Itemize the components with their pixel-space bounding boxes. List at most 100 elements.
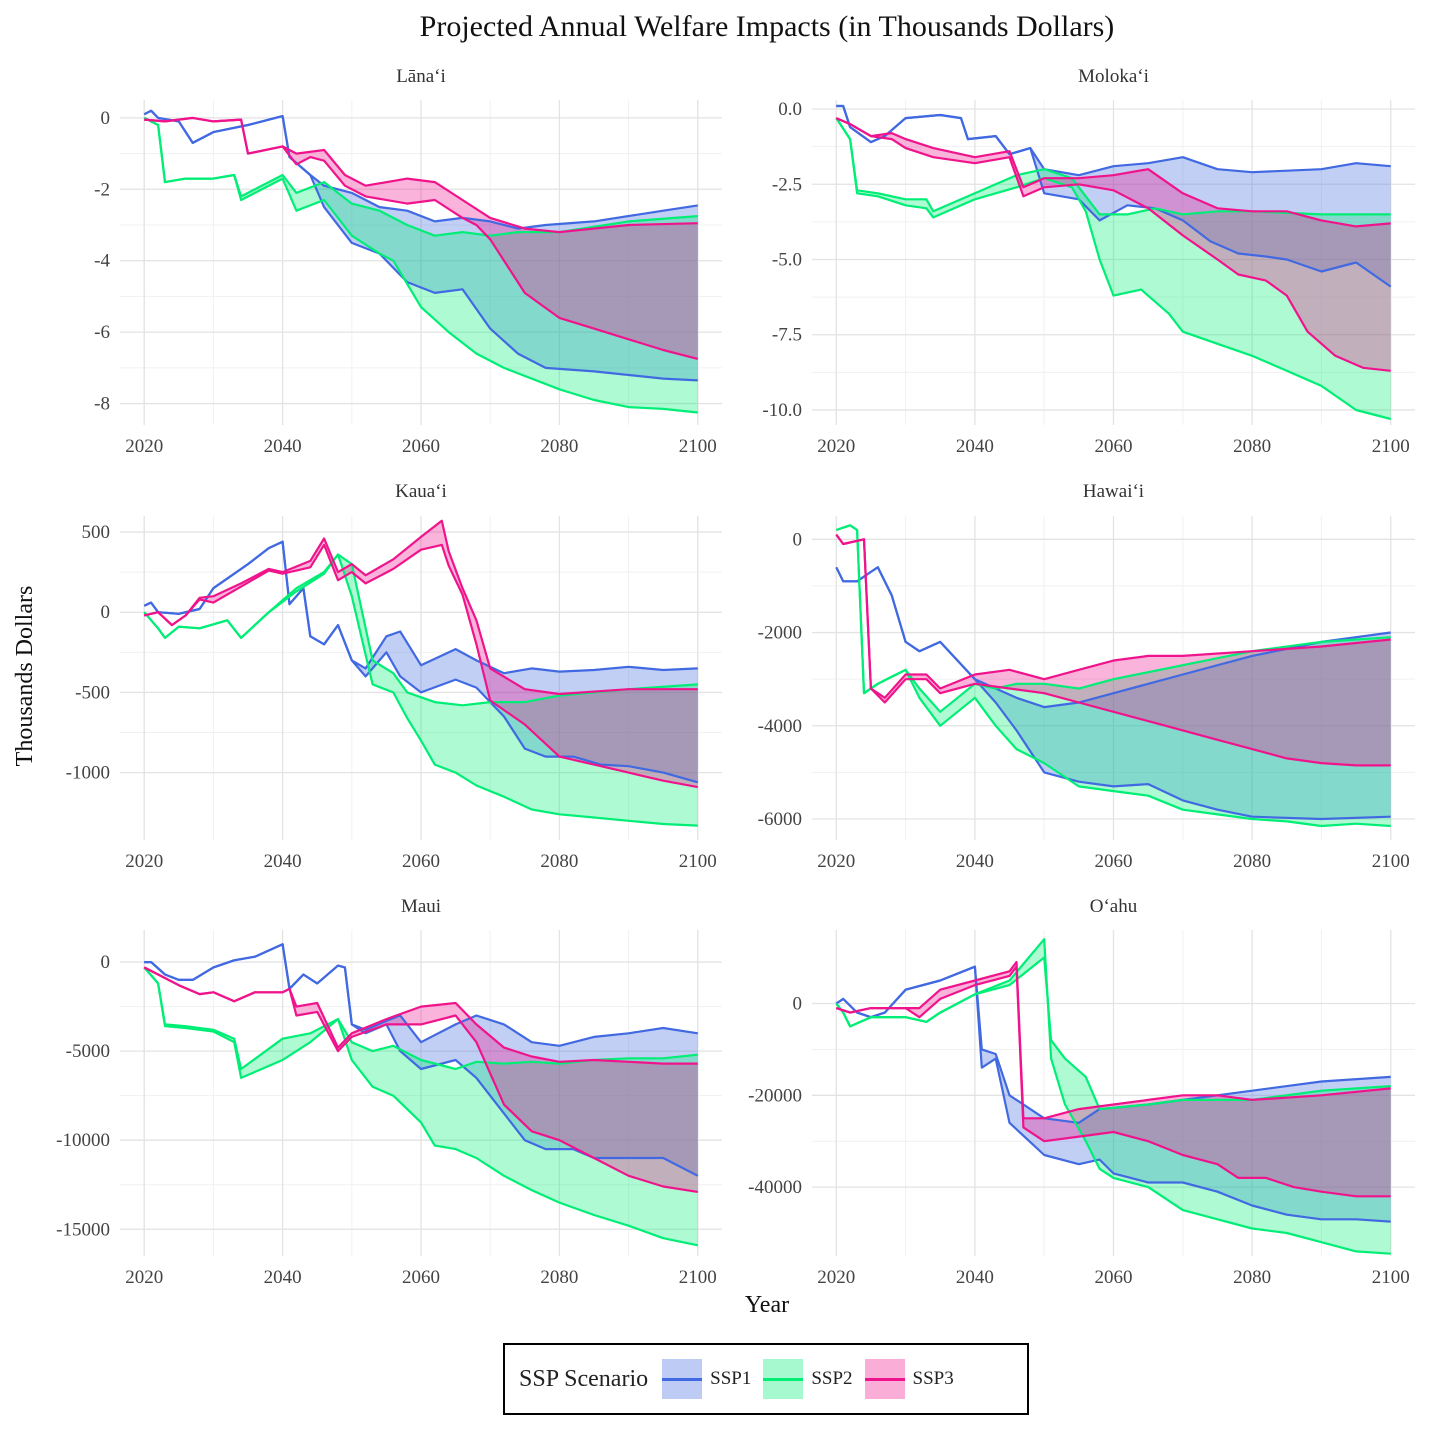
legend-item-ssp1: SSP1 <box>662 1359 751 1399</box>
line-ssp3-lower-lanai <box>144 116 698 234</box>
line-ssp3-lower-kauai <box>143 519 698 696</box>
panel-title-maui: Maui <box>401 896 441 917</box>
ribbon-ssp3-maui <box>144 967 698 1192</box>
y-tick-label: 0 <box>101 108 111 129</box>
line-ssp2-upper-maui <box>143 966 699 1247</box>
x-tick-label: 2080 <box>540 436 578 457</box>
y-tick-label: -10.0 <box>762 400 802 421</box>
legend-key-ssp3 <box>864 1359 905 1399</box>
y-tick-label: -1000 <box>66 763 110 784</box>
line-ssp3-lower-hawaii <box>835 533 1391 699</box>
ribbon-ssp2-kauai <box>144 554 698 826</box>
y-tick-label: -8 <box>94 394 110 415</box>
ribbon-ssp2-maui <box>144 967 698 1246</box>
x-tick-label: 2020 <box>125 851 163 872</box>
x-tick-label: 2060 <box>1095 851 1133 872</box>
y-tick-label: 0.0 <box>778 99 802 120</box>
ribbon-ssp1-molokai <box>836 106 1391 287</box>
x-tick-label: 2100 <box>679 1267 717 1288</box>
ribbon-ssp3-lanai <box>144 117 698 359</box>
legend: SSP Scenario SSP1 SSP2 SSP3 <box>503 1343 1029 1415</box>
line-ssp1-lower-lanai <box>143 109 698 230</box>
line-ssp2-lower-lanai <box>143 116 698 237</box>
x-tick-label: 2040 <box>956 1267 994 1288</box>
y-tick-label: -10000 <box>56 1130 110 1151</box>
ribbon-ssp1-oahu <box>836 966 1391 1222</box>
x-tick-label: 2060 <box>402 851 440 872</box>
x-tick-label: 2060 <box>402 436 440 457</box>
ribbon-ssp3-oahu <box>836 962 1391 1197</box>
y-tick-label: -20000 <box>748 1085 802 1106</box>
line-ssp3-upper-hawaii <box>835 533 1391 767</box>
ribbon-ssp1-kauai <box>144 541 698 783</box>
x-tick-label: 2080 <box>1233 436 1271 457</box>
panel-hawaii: 2020 2040 2060 2080 2100 0 -2000 -4000 -6000 Hawa… <box>758 481 1415 872</box>
x-tick-label: 2080 <box>540 1267 578 1288</box>
x-tick-label: 2020 <box>817 1267 855 1288</box>
line-ssp2-lower-kauai <box>143 553 698 707</box>
x-tick-label: 2100 <box>1372 436 1410 457</box>
ribbon-ssp2-oahu <box>836 939 1391 1254</box>
y-tick-label: -4000 <box>758 716 802 737</box>
x-tick-label: 2040 <box>264 1267 302 1288</box>
ribbon-ssp2-lanai <box>144 117 698 413</box>
panel-title-lanai: Lāna‘i <box>396 66 446 87</box>
panel-title-kauai: Kaua‘i <box>395 481 447 502</box>
panel-title-hawaii: Hawai‘i <box>1083 481 1144 502</box>
line-ssp1-lower-hawaii <box>835 566 1391 709</box>
panel-title-oahu: O‘ahu <box>1090 896 1138 917</box>
x-tick-label: 2040 <box>264 851 302 872</box>
panel-title-molokai: Moloka‘i <box>1078 66 1149 87</box>
line-ssp3-upper-molokai <box>835 117 1391 372</box>
line-ssp1-lower-molokai <box>836 104 1391 177</box>
legend-label-ssp3: SSP3 <box>912 1368 954 1389</box>
legend-key-ssp1 <box>662 1359 703 1399</box>
panel-oahu: 2020 2040 2060 2080 2100 0 -20000 -40000 O‘ahu <box>748 896 1415 1288</box>
y-tick-label: -40000 <box>748 1177 802 1198</box>
x-tick-label: 2020 <box>817 436 855 457</box>
x-tick-label: 2060 <box>1095 1267 1133 1288</box>
x-tick-label: 2040 <box>956 851 994 872</box>
line-ssp2-lower-oahu <box>835 956 1391 1111</box>
legend-key-ssp2 <box>763 1359 804 1399</box>
x-tick-label: 2080 <box>1233 1267 1271 1288</box>
line-ssp3-upper-kauai <box>143 543 699 789</box>
y-tick-label: -500 <box>75 682 110 703</box>
panel-lanai: 2020 2040 2060 2080 2100 0 -2 -4 -6 -8 Lāna‘i <box>94 66 722 457</box>
x-tick-label: 2060 <box>402 1267 440 1288</box>
x-tick-label: 2100 <box>679 436 717 457</box>
line-ssp1-lower-kauai <box>143 540 698 675</box>
x-tick-label: 2100 <box>1372 851 1410 872</box>
chart-title: Projected Annual Welfare Impacts (in Tho… <box>420 10 1115 43</box>
y-tick-label: 0 <box>101 952 111 973</box>
y-tick-label: -2 <box>94 179 110 200</box>
y-tick-label: -2000 <box>758 623 802 644</box>
y-axis-label: Thousands Dollars <box>12 586 38 767</box>
y-tick-label: 0 <box>793 993 803 1014</box>
ribbon-ssp3-kauai <box>144 520 698 788</box>
y-tick-label: -5000 <box>66 1041 110 1062</box>
legend-label-ssp2: SSP2 <box>811 1368 853 1389</box>
y-tick-label: 500 <box>82 522 111 543</box>
y-tick-label: -6 <box>94 322 110 343</box>
x-tick-label: 2040 <box>956 436 994 457</box>
x-axis-label: Year <box>745 1292 789 1318</box>
panel-maui: 2020 2040 2060 2080 2100 0 -5000 -10000 -15000 Ma… <box>56 896 722 1288</box>
line-ssp1-lower-maui <box>144 943 698 1047</box>
y-tick-label: 0 <box>101 602 111 623</box>
ribbon-ssp2-hawaii <box>836 525 1391 826</box>
y-tick-label: -6000 <box>758 809 802 830</box>
x-tick-label: 2060 <box>1095 436 1133 457</box>
y-tick-label: -7.5 <box>772 325 802 346</box>
panel-molokai: 2020 2040 2060 2080 2100 0.0 -2.5 -5.0 -7.5 -10.0… <box>762 66 1415 457</box>
line-ssp3-lower-oahu <box>835 961 1391 1120</box>
line-ssp2-lower-maui <box>143 966 698 1071</box>
line-ssp2-upper-molokai <box>835 117 1391 421</box>
x-tick-label: 2020 <box>125 436 163 457</box>
x-tick-label: 2040 <box>264 436 302 457</box>
y-tick-label: -15000 <box>56 1219 110 1240</box>
panel-kauai: 2020 2040 2060 2080 2100 500 0 -500 -1000 Kaua‘i <box>66 481 722 872</box>
legend-item-ssp3: SSP3 <box>864 1359 954 1399</box>
x-tick-label: 2080 <box>1233 851 1271 872</box>
